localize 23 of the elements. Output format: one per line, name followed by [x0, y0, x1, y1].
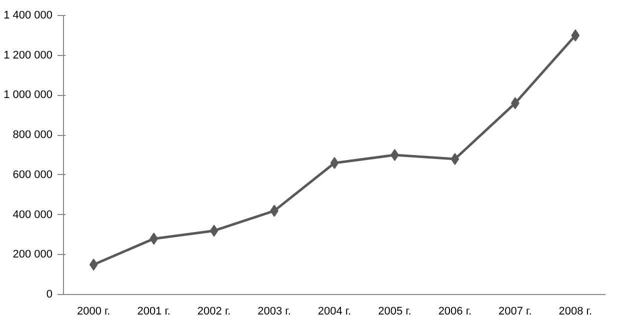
y-tick-label: 600 000 [12, 168, 53, 181]
x-tick-label: 2003 г. [258, 306, 291, 318]
y-tick-label: 1 400 000 [4, 10, 52, 22]
y-tick-label: 400 000 [12, 208, 53, 221]
y-tick-label: 0 [46, 288, 53, 300]
y-tick-label: 1 000 000 [4, 89, 52, 102]
point [571, 29, 580, 42]
x-tick-label: 2000 г. [76, 306, 110, 318]
x-tick-label: 2008 г. [558, 306, 592, 318]
y-tick-label: 800 000 [12, 129, 53, 142]
point [450, 152, 460, 165]
x-tick-label: 2006 г. [438, 306, 472, 318]
x-tick-label: 2004 г. [318, 306, 352, 318]
y-tick-label: 200 000 [12, 248, 53, 261]
y-tick-label: 1 200 000 [4, 49, 52, 62]
point [330, 156, 339, 169]
point [390, 149, 399, 161]
point [89, 258, 98, 271]
x-tick-label: 2007 г. [498, 306, 532, 318]
point [210, 224, 218, 237]
x-tick-label: 2002 г. [197, 306, 231, 318]
x-tick-label: 2001 г. [137, 306, 170, 318]
x-tick-label: 2005 г. [378, 306, 412, 318]
